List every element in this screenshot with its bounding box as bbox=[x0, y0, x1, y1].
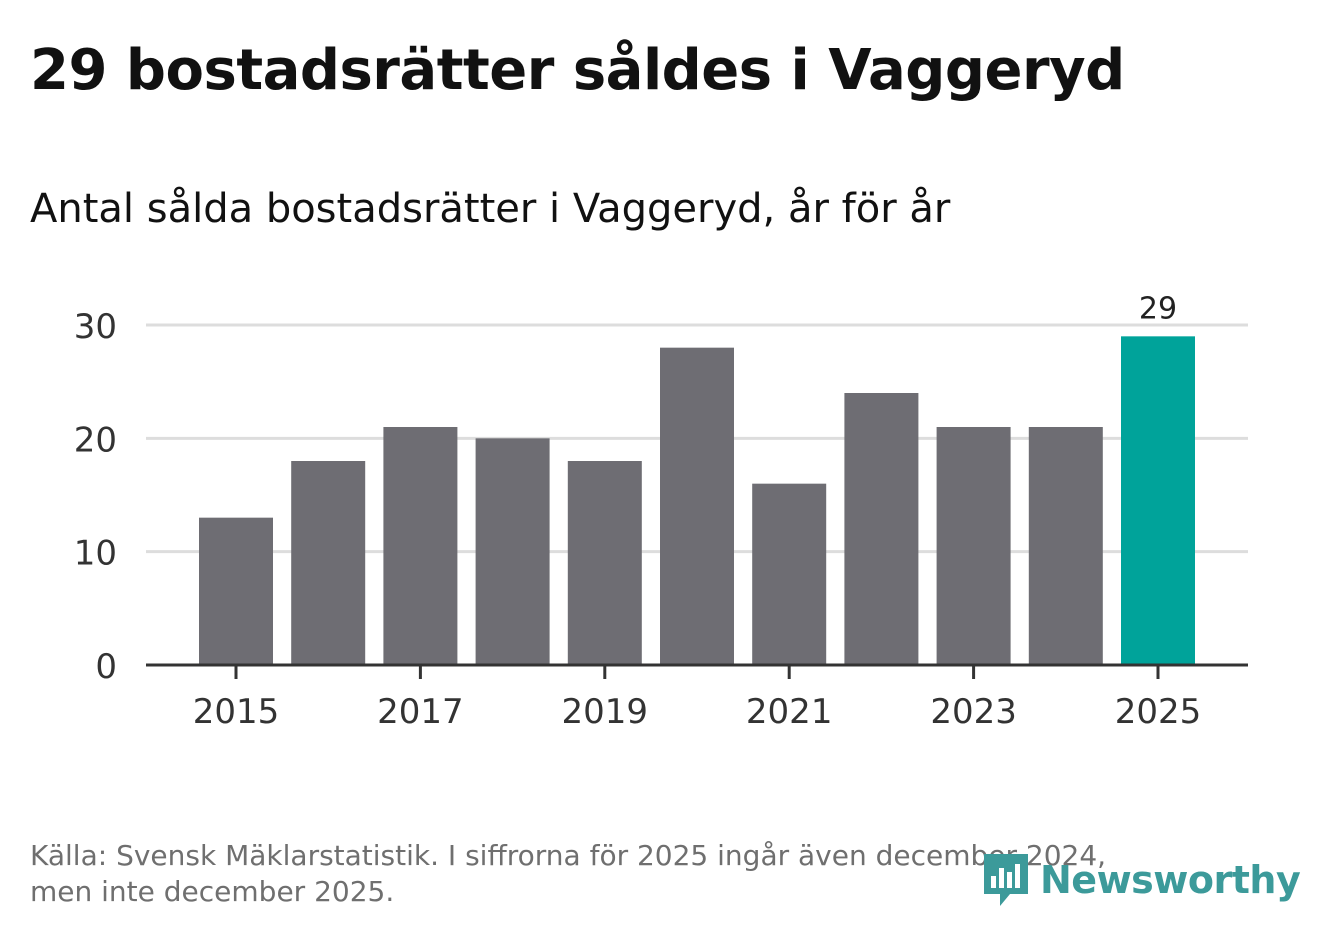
newsworthy-logo-icon bbox=[984, 854, 1028, 906]
y-tick-label-20: 20 bbox=[74, 420, 117, 460]
bar-2023 bbox=[936, 427, 1011, 665]
brand-name: Newsworthy bbox=[1040, 858, 1301, 902]
y-tick-label-0: 0 bbox=[95, 647, 117, 687]
bar-2019 bbox=[567, 461, 642, 665]
bar-2015 bbox=[199, 517, 273, 665]
bar-chart: 0 10 20 30 29 2015 2017 2019 2021 2023 2025 bbox=[74, 291, 1248, 732]
bar-2021 bbox=[752, 483, 827, 665]
source-line-1: Källa: Svensk Mäklarstatistik. I siffror… bbox=[30, 839, 1107, 872]
chart-title: 29 bostadsrätter såldes i Vaggeryd bbox=[30, 38, 1125, 103]
x-tick-label-2017: 2017 bbox=[377, 692, 464, 732]
newsworthy-logo: Newsworthy bbox=[980, 850, 1301, 910]
x-tick-label-2023: 2023 bbox=[930, 692, 1017, 732]
source-line-2: men inte december 2025. bbox=[30, 875, 395, 908]
y-tick-label-10: 10 bbox=[74, 534, 117, 574]
bar-2020 bbox=[660, 347, 734, 665]
y-tick-label-30: 30 bbox=[74, 307, 117, 347]
data-label-2025: 29 bbox=[1139, 291, 1177, 326]
x-tick-label-2021: 2021 bbox=[746, 692, 833, 732]
chart-subtitle: Antal sålda bostadsrätter i Vaggeryd, år… bbox=[30, 186, 951, 232]
x-tick-label-2019: 2019 bbox=[562, 692, 649, 732]
bar-2018 bbox=[475, 438, 550, 665]
bar-2022 bbox=[844, 393, 919, 665]
bar-2025 bbox=[1121, 336, 1195, 665]
x-tick-label-2015: 2015 bbox=[193, 692, 280, 732]
bar-2017 bbox=[383, 427, 458, 665]
source-note: Källa: Svensk Mäklarstatistik. I siffror… bbox=[30, 838, 1230, 910]
x-tick-label-2025: 2025 bbox=[1115, 692, 1202, 732]
bar-2016 bbox=[291, 461, 366, 665]
bar-2024 bbox=[1028, 427, 1103, 665]
